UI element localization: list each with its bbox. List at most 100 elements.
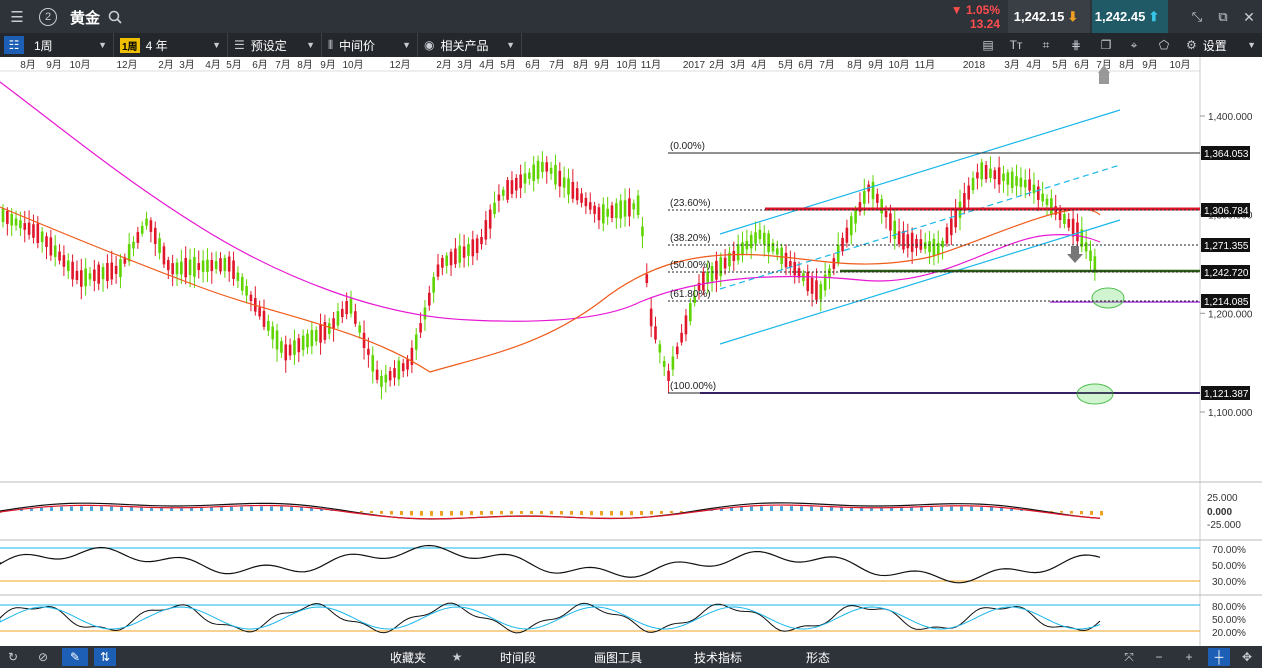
time-label: 9月 bbox=[594, 59, 610, 71]
pencil-icon[interactable]: ✎ bbox=[62, 648, 88, 666]
candle-body bbox=[414, 334, 418, 350]
candle-body bbox=[275, 330, 279, 350]
buy-price-button[interactable]: 1,242.45 ⬆ bbox=[1092, 0, 1168, 33]
candle-body bbox=[40, 231, 44, 243]
candle-body bbox=[641, 226, 644, 237]
macd-histogram-bar bbox=[1050, 511, 1053, 512]
drawing-tools-button[interactable]: 画图工具 bbox=[594, 651, 643, 665]
settings-button[interactable]: ⚙ 设置 ▼ bbox=[1180, 33, 1262, 57]
pan-icon[interactable]: ✥ bbox=[1241, 650, 1253, 664]
price-type-select[interactable]: ⫴ 中间价 ▼ bbox=[322, 33, 418, 57]
fib-level-label: (50.00%) bbox=[670, 260, 711, 271]
indicators-button[interactable]: 技术指标 bbox=[694, 651, 743, 665]
down-arrow-icon bbox=[1067, 246, 1083, 263]
search-icon[interactable] bbox=[104, 6, 126, 28]
macd-histogram-bar bbox=[1090, 511, 1093, 515]
macd-histogram-bar bbox=[40, 507, 43, 511]
macd-histogram-bar bbox=[950, 506, 953, 511]
no-entry-icon[interactable]: ⊘ bbox=[37, 650, 49, 664]
candle-body bbox=[1010, 171, 1014, 188]
presets-select[interactable]: ☰ 预设定 ▼ bbox=[228, 33, 322, 57]
candle-body bbox=[615, 203, 618, 219]
close-icon[interactable]: ✕ bbox=[1243, 8, 1255, 25]
time-label: 3月 bbox=[179, 59, 195, 71]
macd-tick-label: 25.000 bbox=[1207, 493, 1238, 504]
range-select[interactable]: 1周 4 年 ▼ bbox=[114, 33, 228, 57]
candle-body bbox=[597, 207, 601, 221]
candle-body bbox=[1015, 176, 1018, 186]
macd-histogram-bar bbox=[430, 511, 433, 516]
candle-body bbox=[828, 268, 831, 278]
candle-body bbox=[728, 252, 731, 267]
macd-histogram-bar bbox=[990, 507, 993, 511]
related-select[interactable]: ◉ 相关产品 ▼ bbox=[418, 33, 522, 57]
candle-body bbox=[167, 260, 170, 271]
scroll-marker-icon[interactable] bbox=[1098, 65, 1110, 73]
candle-body bbox=[158, 238, 161, 253]
candle-body bbox=[114, 265, 118, 274]
text-size-icon[interactable]: Tт bbox=[1009, 38, 1023, 52]
fib-level-label: (38.20%) bbox=[670, 233, 711, 244]
star-icon[interactable]: ★ bbox=[451, 650, 463, 664]
zoom-in-icon[interactable]: + bbox=[1185, 650, 1193, 664]
resize-icon[interactable]: ⤧ bbox=[1124, 649, 1134, 664]
zoom-out-icon[interactable]: − bbox=[1155, 650, 1163, 664]
time-label: 5月 bbox=[1052, 59, 1068, 71]
candle-body bbox=[789, 261, 792, 268]
candle-body bbox=[345, 301, 348, 315]
menu-icon[interactable]: ☰ bbox=[10, 9, 24, 26]
candle-body bbox=[236, 272, 240, 281]
macd-histogram-bar bbox=[870, 508, 873, 511]
rsi-tick-label: 30.00% bbox=[1212, 577, 1246, 588]
fib-price-tag bbox=[1201, 238, 1250, 252]
panel-toggle-icon[interactable]: ☷ bbox=[4, 36, 24, 54]
copy-icon[interactable]: ❐ bbox=[1100, 38, 1112, 52]
candle-body bbox=[393, 368, 396, 378]
candle-body bbox=[188, 259, 192, 276]
crosshair-icon[interactable]: ⌗ bbox=[1042, 37, 1050, 52]
candle-body bbox=[197, 263, 201, 271]
interval-select[interactable]: 1周 ▼ bbox=[28, 33, 114, 57]
popout-icon[interactable]: ⧉ bbox=[1218, 9, 1228, 24]
candle-body bbox=[697, 282, 701, 291]
candle-body bbox=[245, 286, 248, 296]
fib-price-value: 1,242.720 bbox=[1204, 268, 1249, 279]
magnet-icon[interactable]: ⇅ bbox=[94, 648, 116, 666]
candle-body bbox=[301, 335, 305, 351]
collapse-icon[interactable]: ⤡ bbox=[1191, 9, 1203, 24]
candle-body bbox=[1093, 256, 1097, 273]
refresh-icon[interactable]: ↻ bbox=[7, 650, 19, 664]
candle-body bbox=[240, 276, 244, 291]
timeframe-button[interactable]: 时间段 bbox=[500, 651, 537, 665]
workspace-badge[interactable]: 2 bbox=[37, 6, 59, 28]
candle-body bbox=[58, 251, 61, 261]
candle-body bbox=[45, 236, 48, 247]
candle-body bbox=[632, 203, 636, 210]
crosshair-mode-icon[interactable]: ┼ bbox=[1208, 648, 1230, 666]
instrument-title: 黄金 bbox=[70, 10, 101, 27]
interval-badge: 1周 bbox=[120, 37, 140, 53]
candle-body bbox=[419, 323, 422, 333]
label-icon[interactable]: ⬠ bbox=[1158, 38, 1170, 52]
grid-icon[interactable]: ⋕ bbox=[1070, 38, 1082, 52]
candle-body bbox=[780, 247, 783, 264]
time-label: 11月 bbox=[641, 59, 661, 71]
sell-price-button[interactable]: 1,242.15 ⬇ bbox=[1008, 0, 1090, 33]
candle-body bbox=[889, 213, 892, 231]
patterns-button[interactable]: 形态 bbox=[806, 651, 831, 665]
time-label: 4月 bbox=[205, 59, 221, 71]
macd-histogram-bar bbox=[440, 511, 443, 516]
candle-body bbox=[471, 239, 475, 257]
candle-body bbox=[749, 234, 753, 249]
candle-body bbox=[480, 236, 483, 245]
macd-histogram-bar bbox=[840, 507, 843, 511]
price-chart[interactable]: 8月 9月 10月 12月 2月 3月 4月 5月 6月 7月 8月 9月 10月 12月 2月 3月 4月 5月… bbox=[0, 57, 1262, 646]
document-icon[interactable]: ▤ bbox=[982, 38, 994, 52]
macd-histogram-bar bbox=[320, 508, 323, 511]
candle-body bbox=[123, 257, 127, 264]
favorites-button[interactable]: 收藏夹 bbox=[390, 651, 427, 665]
cursor-icon[interactable]: ⌖ bbox=[1130, 37, 1138, 52]
candle-body bbox=[462, 246, 466, 258]
candle-body bbox=[445, 255, 448, 266]
candle-body bbox=[680, 332, 683, 343]
